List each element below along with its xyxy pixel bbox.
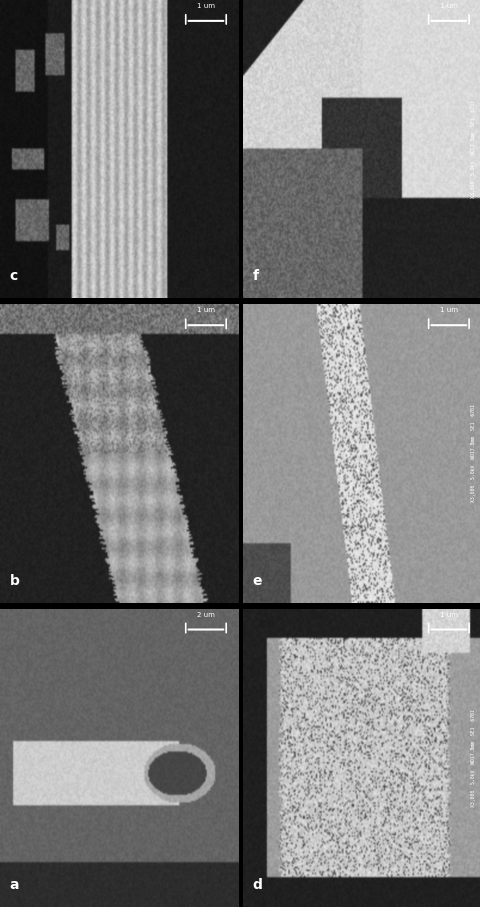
Text: b: b xyxy=(10,574,19,588)
Text: f: f xyxy=(252,269,258,283)
Text: X3,000  5.0kV  WD17.8mm  SE1  6701: X3,000 5.0kV WD17.8mm SE1 6701 xyxy=(470,405,475,502)
Text: c: c xyxy=(10,269,18,283)
Text: 1 um: 1 um xyxy=(439,3,457,9)
Text: 1 um: 1 um xyxy=(197,3,215,9)
Text: 1 um: 1 um xyxy=(439,307,457,313)
Text: 1 um: 1 um xyxy=(197,307,215,313)
Text: X3,000  5.0kV  WD17.8mm  SE1  6701: X3,000 5.0kV WD17.8mm SE1 6701 xyxy=(470,709,475,806)
Text: a: a xyxy=(10,878,19,892)
Text: 1 um: 1 um xyxy=(439,611,457,618)
Text: e: e xyxy=(252,574,262,588)
Text: X3,000  5.0kV  WD17.8mm  SE1  6701: X3,000 5.0kV WD17.8mm SE1 6701 xyxy=(470,101,475,198)
Text: 2 um: 2 um xyxy=(197,611,215,618)
Text: d: d xyxy=(252,878,262,892)
